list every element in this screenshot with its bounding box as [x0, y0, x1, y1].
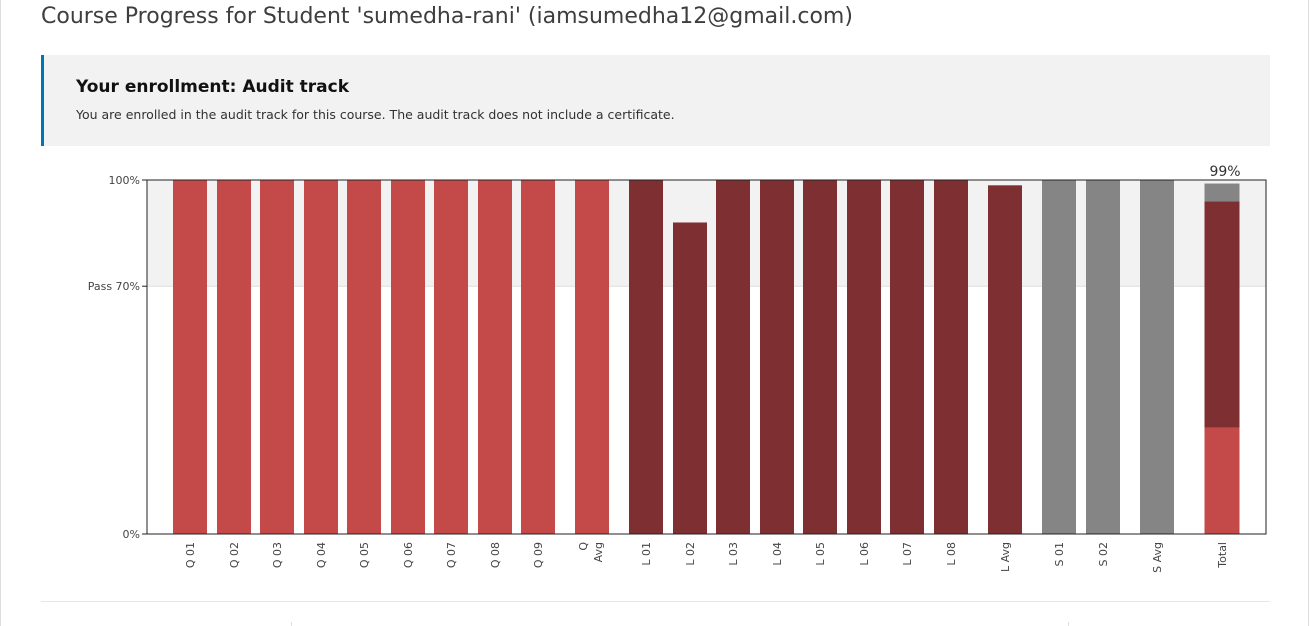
bar-q-01	[173, 180, 207, 534]
y-tick-label-0: 0%	[123, 528, 140, 541]
bar-l-avg	[988, 185, 1022, 534]
x-tick-label-q-07: Q 07	[445, 542, 458, 568]
bar-q-avg	[575, 180, 609, 534]
section-divider	[41, 601, 1270, 602]
total-value-label: 99%	[1209, 164, 1240, 180]
x-tick-label-q-01: Q 01	[184, 542, 197, 568]
x-tick-label-l-03: L 03	[727, 542, 740, 566]
x-tick-label-q-03: Q 03	[271, 542, 284, 568]
footer-divider-left	[291, 622, 292, 626]
x-tick-label-l-08: L 08	[945, 542, 958, 566]
bar-q-08	[478, 180, 512, 534]
enrollment-heading: Your enrollment: Audit track	[76, 77, 350, 97]
x-tick-label-s-01: S 01	[1053, 542, 1066, 566]
x-tick-label-total: Total	[1216, 542, 1229, 569]
left-border	[0, 0, 1, 626]
y-tick-label-pass-70: Pass 70%	[88, 280, 140, 293]
enrollment-banner: Your enrollment: Audit track You are enr…	[41, 55, 1270, 146]
x-tick-label-q-09: Q 09	[532, 542, 545, 568]
bar-q-09	[521, 180, 555, 534]
bar-l-07	[890, 180, 924, 534]
x-tick-label-s-avg: S Avg	[1151, 542, 1164, 573]
bar-q-02	[217, 180, 251, 534]
footer-divider-right	[1068, 622, 1069, 626]
y-tick-label-100: 100%	[109, 174, 140, 187]
bar-q-05	[347, 180, 381, 534]
total-segment-quiz	[1204, 427, 1240, 534]
x-tick-label-l-06: L 06	[858, 542, 871, 566]
bar-q-03	[260, 180, 294, 534]
x-tick-label-q-02: Q 02	[228, 542, 241, 568]
bar-s-01	[1042, 180, 1076, 534]
enrollment-message: You are enrolled in the audit track for …	[76, 107, 675, 122]
x-tick-label-l-02: L 02	[684, 542, 697, 566]
total-segment-lab	[1204, 201, 1240, 428]
bar-l-05	[803, 180, 837, 534]
bar-s-avg	[1140, 180, 1174, 534]
x-tick-label-q-05: Q 05	[358, 542, 371, 568]
bar-q-04	[304, 180, 338, 534]
bar-s-02	[1086, 180, 1120, 534]
x-tick-label-q-04: Q 04	[315, 542, 328, 568]
x-tick-label-q-avg: Q Avg	[577, 542, 605, 563]
page-title: Course Progress for Student 'sumedha-ran…	[41, 4, 853, 29]
x-tick-label-l-05: L 05	[814, 542, 827, 566]
bar-q-06	[391, 180, 425, 534]
x-tick-label-q-08: Q 08	[489, 542, 502, 568]
bar-l-02	[673, 222, 707, 535]
plot-frame	[146, 179, 1267, 535]
x-tick-label-l-07: L 07	[901, 542, 914, 566]
bar-l-08	[934, 180, 968, 534]
total-segment-survey	[1204, 183, 1240, 202]
x-tick-label-q-06: Q 06	[402, 542, 415, 568]
bar-l-04	[760, 180, 794, 534]
right-border	[1308, 0, 1309, 626]
x-tick-label-l-04: L 04	[771, 542, 784, 566]
x-tick-label-s-02: S 02	[1097, 542, 1110, 566]
bar-l-03	[716, 180, 750, 534]
x-tick-label-l-avg: L Avg	[999, 542, 1012, 572]
bar-l-01	[629, 180, 663, 534]
x-tick-label-l-01: L 01	[640, 542, 653, 566]
bar-l-06	[847, 180, 881, 534]
bar-q-07	[434, 180, 468, 534]
